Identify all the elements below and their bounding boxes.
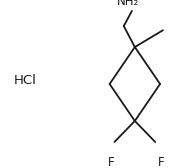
Text: NH₂: NH₂ — [117, 0, 139, 8]
Text: F: F — [158, 156, 164, 168]
Text: F: F — [108, 156, 115, 168]
Text: HCl: HCl — [14, 74, 37, 87]
